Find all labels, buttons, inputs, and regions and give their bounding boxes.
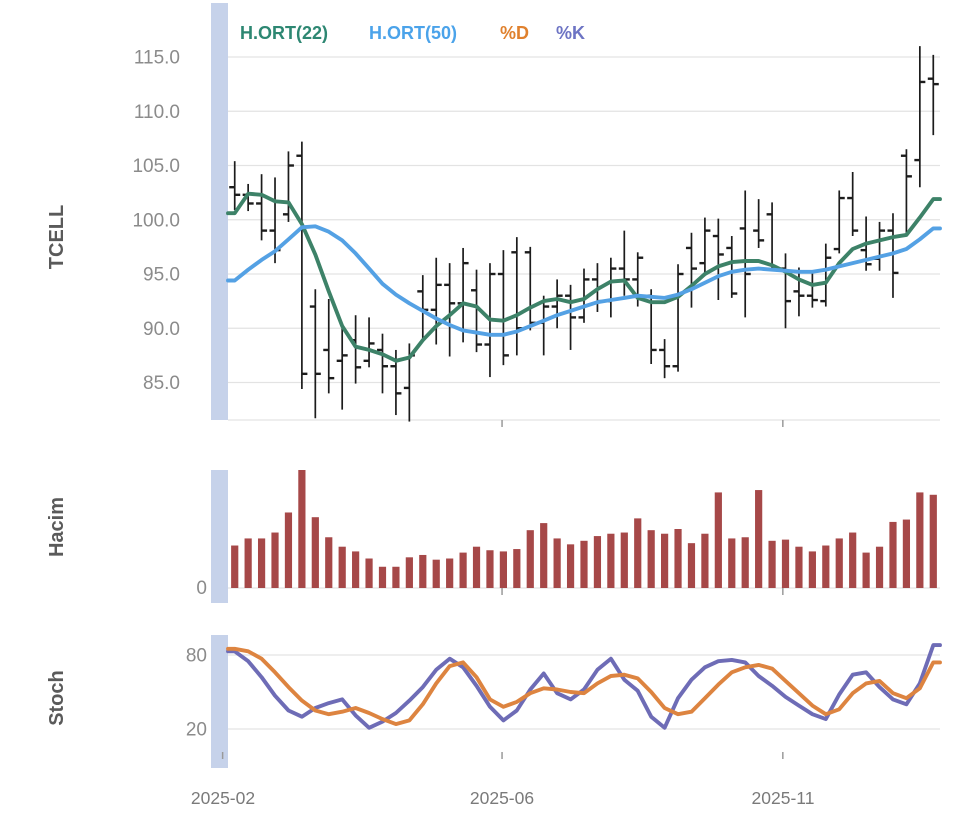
x-tick-label-jun: 2025-06 (470, 788, 534, 808)
price-y-tick-label: 115.0 (134, 48, 180, 69)
volume-bar (687, 543, 696, 588)
volume-bar (875, 546, 884, 588)
panel-title-volume: Hacim (46, 497, 68, 557)
volume-y-tick-label: 0 (196, 578, 207, 599)
volume-bar (553, 538, 561, 588)
stoch-left-band (211, 635, 228, 768)
legend-item-ma22[interactable]: H.ORT(22) (240, 23, 328, 43)
volume-bar (271, 532, 279, 588)
volume-bar (849, 532, 857, 588)
volume-bar (365, 558, 373, 588)
legend-item-percent-d[interactable]: %D (500, 23, 529, 43)
volume-bar (244, 538, 252, 588)
volume-bar (432, 559, 440, 588)
volume-bar (714, 492, 722, 588)
volume-bar (593, 536, 602, 588)
volume-bar (419, 554, 427, 588)
volume-bar (795, 546, 803, 588)
volume-bar (701, 533, 709, 588)
volume-bar (459, 552, 467, 588)
x-tick-label-nov: 2025-11 (752, 788, 815, 808)
panel-title-price: TCELL (46, 205, 68, 269)
volume-bar (741, 537, 749, 588)
price-y-tick-label: 85.0 (143, 373, 180, 394)
price-left-band (211, 3, 228, 420)
volume-panel: 0 (196, 470, 940, 603)
volume-bar (298, 470, 306, 588)
price-y-tick-label: 105.0 (132, 156, 180, 177)
volume-bar (835, 538, 843, 588)
volume-bar (822, 545, 830, 588)
volume-bar (768, 540, 776, 588)
volume-bar (257, 538, 266, 588)
volume-bar (916, 492, 924, 588)
volume-bar (647, 530, 655, 588)
x-tick-label-feb: 2025-02 (191, 788, 255, 808)
ma22-line (226, 191, 942, 363)
volume-bar (755, 490, 763, 588)
volume-bar (929, 494, 937, 588)
volume-bar (392, 566, 400, 588)
volume-bar (352, 551, 360, 588)
stoch-k-line (226, 643, 942, 730)
panel-title-stoch: Stoch (46, 670, 68, 726)
price-y-tick-label: 95.0 (143, 265, 180, 286)
volume-bar (338, 546, 346, 588)
volume-bar (580, 540, 588, 588)
price-panel: 85.0 90.0 95.0 100.0 105.0 110.0 115.0 (132, 3, 942, 427)
volume-bar (728, 538, 736, 588)
stoch-y-tick-label: 20 (186, 720, 207, 741)
volume-bar (311, 517, 319, 588)
volume-bar (405, 557, 413, 588)
price-plot-area[interactable] (228, 35, 940, 420)
volume-bar (284, 512, 293, 588)
price-y-tick-label: 100.0 (132, 210, 180, 231)
volume-bar (325, 537, 333, 588)
volume-bar (566, 544, 575, 588)
price-y-tick-label: 110.0 (134, 102, 180, 123)
volume-bar (526, 530, 534, 588)
volume-bar (513, 549, 521, 588)
stoch-d-line (226, 646, 942, 727)
volume-left-band (211, 470, 228, 603)
volume-bar (607, 533, 615, 588)
ma50-line (226, 224, 942, 337)
volume-bar (446, 558, 454, 588)
volume-bar (620, 532, 628, 588)
volume-bar (862, 552, 870, 588)
volume-bar (808, 551, 816, 588)
volume-bar (634, 518, 642, 588)
volume-bar (378, 566, 387, 588)
volume-bar (889, 521, 897, 588)
legend-item-ma50[interactable]: H.ORT(50) (369, 23, 457, 43)
volume-bar (499, 551, 507, 588)
volume-bar (902, 519, 911, 588)
stoch-y-tick-label: 80 (186, 646, 207, 667)
volume-bar (540, 523, 548, 588)
volume-bar (781, 539, 790, 588)
volume-bar (486, 550, 494, 588)
volume-bar (472, 546, 481, 588)
price-y-tick-label: 90.0 (143, 319, 180, 340)
volume-bar (231, 545, 239, 588)
volume-bar (661, 533, 669, 588)
legend-item-percent-k[interactable]: %K (556, 23, 585, 43)
volume-bar (674, 529, 682, 588)
